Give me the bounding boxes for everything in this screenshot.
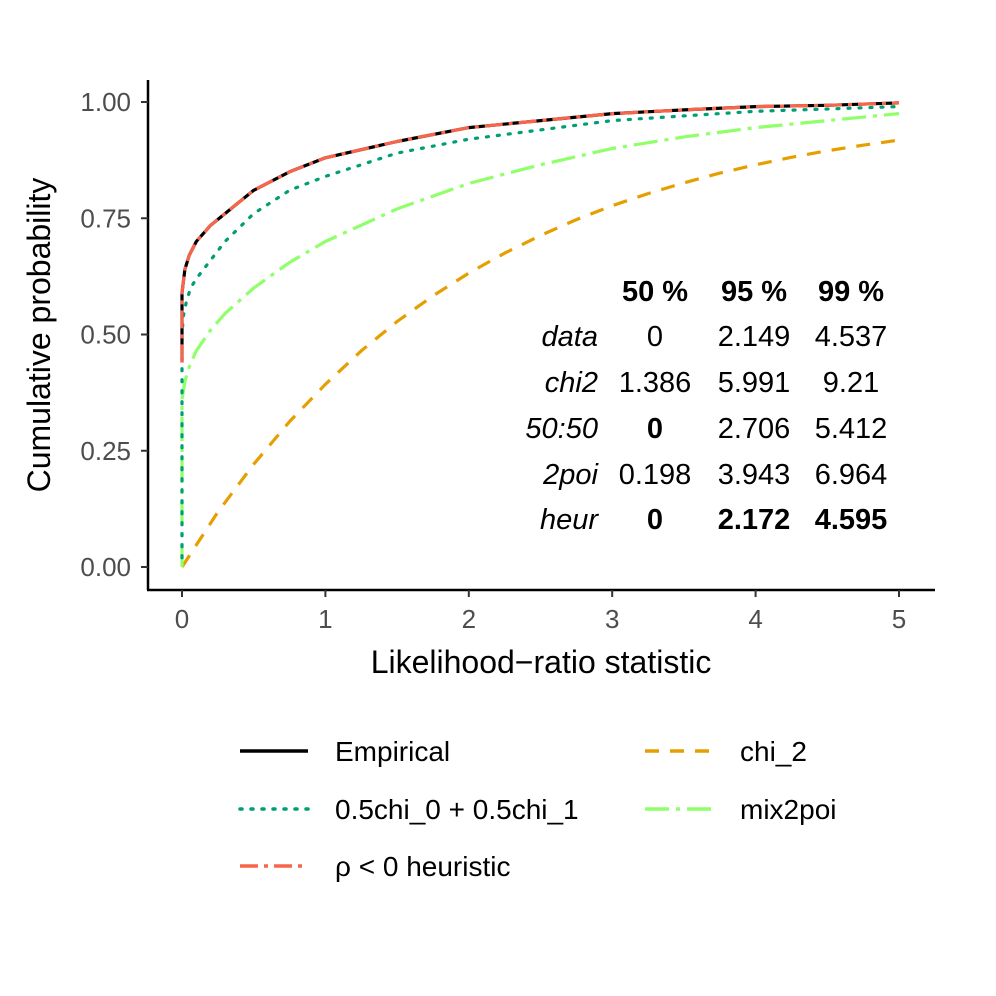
legend-label-mix2poi: mix2poi (740, 794, 836, 825)
legend-label-heur: ρ < 0 heuristic (335, 851, 510, 882)
table-row-label: data (542, 321, 598, 353)
table-cell: 5.991 (718, 367, 791, 399)
table-cell: 9.21 (823, 367, 879, 399)
table-column-header: 95 % (721, 276, 787, 308)
y-tick-label: 1.00 (80, 87, 131, 117)
table-cell: 0.198 (619, 459, 692, 491)
x-tick-label: 2 (462, 604, 476, 634)
table-row-label: 2poi (542, 459, 599, 491)
x-tick-label: 4 (748, 604, 762, 634)
table-cell: 2.706 (718, 413, 791, 445)
x-tick-label: 0 (175, 604, 189, 634)
legend-label-mix01: 0.5chi_0 + 0.5chi_1 (335, 794, 579, 825)
table-cell: 5.412 (815, 413, 888, 445)
series-line-mix01 (180, 105, 901, 560)
x-axis-title: Likelihood−ratio statistic (371, 644, 712, 680)
table-cell: 0 (647, 413, 663, 445)
series-line-chi2 (180, 138, 900, 568)
table-column-header: 50 % (622, 276, 688, 308)
legend: Empirical chi_2 0.5chi_0 + 0.5chi_1 mix2poi… (238, 736, 836, 882)
y-axis-title: Cumulative probability (21, 178, 57, 493)
series-line-empirical (180, 101, 900, 363)
table-cell: 1.386 (619, 367, 692, 399)
x-tick-label: 3 (605, 604, 619, 634)
y-tick-label: 0.50 (80, 320, 131, 350)
ticks: 0 1 2 3 4 5 0.00 0.25 0.50 0.75 1.00 (80, 87, 906, 634)
table-row-label: heur (540, 504, 599, 536)
table-cell: 2.172 (718, 504, 791, 536)
x-tick-label: 1 (318, 604, 332, 634)
table-cell: 0 (647, 504, 663, 536)
x-tick-label: 5 (892, 604, 906, 634)
table-cell: 6.964 (815, 459, 888, 491)
table-cell: 4.595 (815, 504, 888, 536)
y-tick-label: 0.00 (80, 552, 131, 582)
legend-label-empirical: Empirical (335, 736, 450, 767)
table-cell: 0 (647, 321, 663, 353)
table-cell: 2.149 (718, 321, 791, 353)
table-cell: 3.943 (718, 459, 791, 491)
table-column-header: 99 % (818, 276, 884, 308)
y-tick-label: 0.75 (80, 203, 131, 233)
table-row-label: chi2 (545, 367, 598, 399)
quantile-table: 50 % 95 % 99 % data 0 2.149 4.537 chi2 1.386 5.99… (525, 276, 887, 536)
table-row-label: 50:50 (525, 413, 598, 445)
legend-label-chi2: chi_2 (740, 736, 807, 767)
series-line-mix2poi (180, 112, 900, 567)
series-layer (180, 101, 901, 568)
table-cell: 4.537 (815, 321, 888, 353)
y-tick-label: 0.25 (80, 436, 131, 466)
series-line-heur (180, 101, 900, 363)
